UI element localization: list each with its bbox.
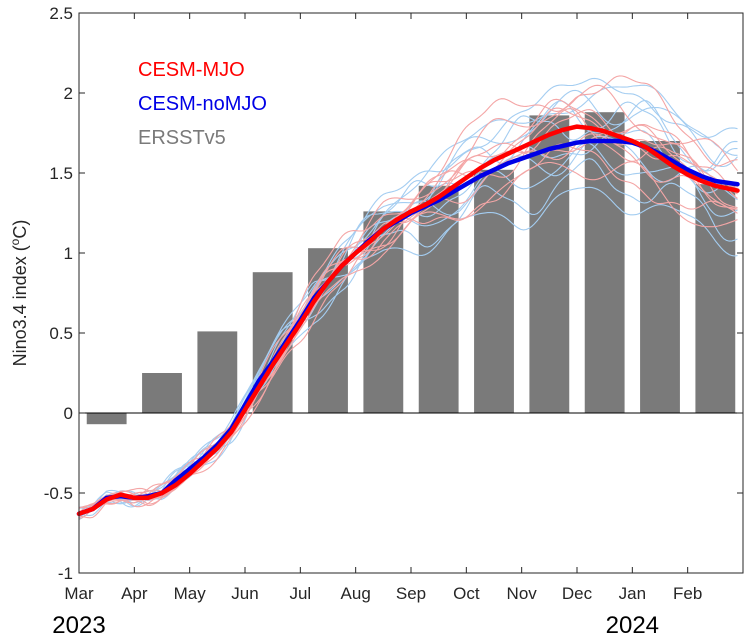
legend: CESM-MJO CESM-noMJO ERSSTv5	[138, 59, 267, 149]
x-tick-label-aug: Aug	[341, 584, 371, 603]
x-tick-label-jul: Jul	[289, 584, 311, 603]
y-tick-label: -1	[58, 564, 73, 583]
y-tick-label: 1	[64, 244, 73, 263]
x-tick-label-jun: Jun	[231, 584, 258, 603]
year-label-2023: 2023	[52, 612, 105, 639]
y-tick-label: -0.5	[44, 484, 73, 503]
y-axis-label: Nino3.4 index (oC)	[8, 220, 30, 367]
series-layer	[76, 124, 740, 517]
plot-background	[79, 13, 743, 573]
y-tick-labels: -1 -0.5 0 0.5 1 1.5 2 2.5	[44, 4, 73, 583]
x-tick-label-dec: Dec	[562, 584, 593, 603]
bar-jan	[640, 141, 680, 413]
bar-may	[197, 331, 238, 413]
x-tick-label-sep: Sep	[396, 584, 426, 603]
ensemble-member-mjo-9	[78, 75, 738, 519]
legend-entry-ersstv5: ERSSTv5	[138, 127, 226, 149]
bar-feb	[695, 184, 736, 413]
ensemble-member-nomjo-10	[78, 77, 738, 516]
y-tick-label: 2.5	[49, 4, 73, 23]
x-tick-label-nov: Nov	[507, 584, 538, 603]
legend-entry-cesm-nomjo: CESM-noMJO	[138, 93, 267, 115]
x-tick-label-may: May	[174, 584, 207, 603]
series-line-cesm-mjo	[76, 124, 740, 517]
bar-sep	[418, 185, 459, 413]
year-labels: 2023 2024	[52, 612, 659, 639]
x-tick-label-apr: Apr	[121, 584, 148, 603]
bar-mar	[86, 413, 127, 425]
ensemble-member-nomjo-4	[78, 158, 738, 510]
x-tick-label-oct: Oct	[453, 584, 480, 603]
bar-dec	[584, 112, 625, 413]
x-tick-label-jan: Jan	[619, 584, 646, 603]
y-tick-label: 1.5	[49, 164, 73, 183]
y-axis-label-superscript: o	[8, 238, 22, 245]
y-tick-label: 2	[64, 84, 73, 103]
legend-entry-cesm-mjo: CESM-MJO	[138, 59, 245, 81]
year-label-2024: 2024	[606, 612, 659, 639]
x-tick-label-mar: Mar	[64, 584, 94, 603]
bar-oct	[474, 169, 514, 413]
bar-nov	[529, 115, 570, 414]
bar-jul	[308, 248, 348, 413]
y-tick-label: 0	[64, 404, 73, 423]
y-tick-label: 0.5	[49, 324, 73, 343]
bar-apr	[142, 373, 182, 413]
axes-layer	[78, 12, 744, 574]
x-tick-label-feb: Feb	[673, 584, 702, 603]
x-tick-labels: Mar Apr May Jun Jul Aug Sep Oct Nov Dec Jan Feb	[64, 584, 702, 603]
